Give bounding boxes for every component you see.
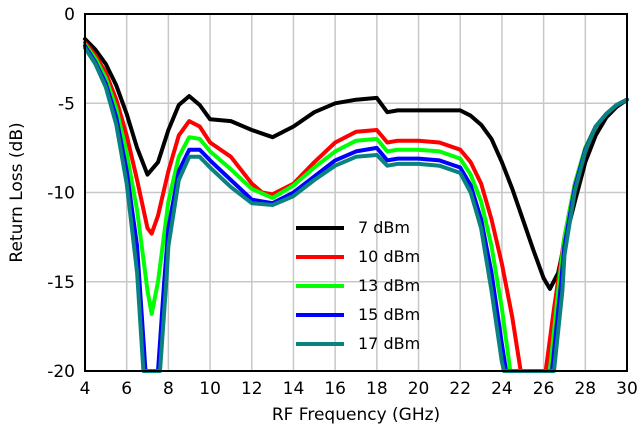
x-tick-label: 12: [241, 379, 263, 399]
series-line-10-dbm: [83, 40, 629, 373]
x-tick-label: 6: [121, 379, 132, 399]
tick-labels: 4 6 8 10 12 14 16 18 20 22 24 26 28 30 0 -5 -10 -15 -20: [47, 5, 638, 399]
x-tick-label: 14: [283, 379, 305, 399]
y-tick-label: 0: [64, 5, 75, 25]
x-tick-label: 28: [574, 379, 596, 399]
x-tick-label: 20: [408, 379, 430, 399]
y-axis-title: Return Loss (dB): [7, 122, 27, 262]
legend-label: 13 dBm: [358, 276, 420, 295]
legend: 7 dBm 10 dBm 13 dBm 15 dBm 17 dBm: [296, 218, 420, 353]
legend-label: 10 dBm: [358, 247, 420, 266]
x-tick-label: 24: [491, 379, 513, 399]
x-tick-label: 30: [616, 379, 638, 399]
x-tick-label: 10: [199, 379, 221, 399]
y-tick-label: -5: [58, 94, 75, 114]
x-tick-label: 18: [366, 379, 388, 399]
x-tick-label: 26: [533, 379, 555, 399]
legend-label: 7 dBm: [358, 218, 410, 237]
legend-label: 15 dBm: [358, 305, 420, 324]
legend-label: 17 dBm: [358, 334, 420, 353]
x-tick-label: 4: [80, 379, 91, 399]
x-tick-label: 16: [324, 379, 346, 399]
y-tick-label: -20: [47, 362, 75, 382]
y-tick-label: -10: [47, 184, 75, 204]
x-tick-label: 22: [449, 379, 471, 399]
x-tick-label: 8: [163, 379, 174, 399]
plot-frame: [84, 13, 628, 372]
y-tick-label: -15: [47, 273, 75, 293]
x-axis-title: RF Frequency (GHz): [272, 405, 440, 425]
